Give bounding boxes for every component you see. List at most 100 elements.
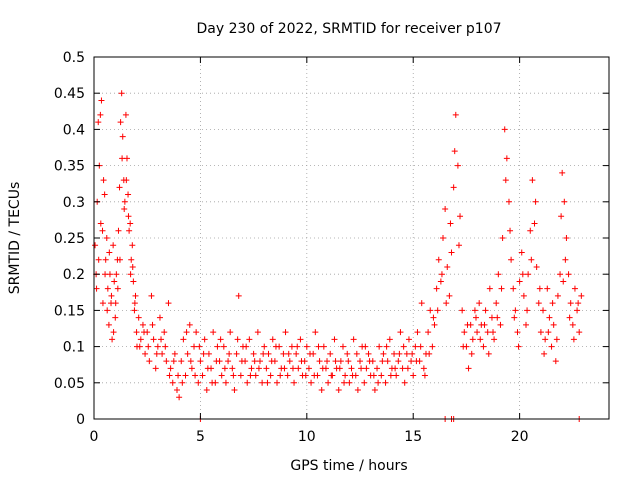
data-point	[350, 336, 357, 343]
ticks-layer: 0 0.05 0.1 0.15 0.2 0.25 0.3 0.35 0.4 0.45 0.5 0 5 10…	[54, 50, 609, 445]
data-point	[218, 372, 225, 379]
data-point	[281, 365, 288, 372]
data-point	[337, 358, 344, 365]
data-point	[125, 191, 132, 198]
data-point	[472, 314, 479, 321]
data-point	[186, 321, 193, 328]
data-point	[335, 387, 342, 394]
data-point	[570, 336, 577, 343]
data-point	[524, 307, 531, 314]
data-point	[114, 285, 121, 292]
data-point	[117, 119, 124, 126]
data-point	[316, 358, 323, 365]
data-point	[141, 329, 148, 336]
data-point	[205, 350, 212, 357]
data-point	[503, 155, 510, 162]
data-point	[426, 350, 433, 357]
data-point	[490, 329, 497, 336]
x-tick-label: 15	[404, 429, 422, 445]
data-point	[220, 343, 227, 350]
x-axis-label: GPS time / hours	[290, 458, 407, 474]
data-point	[548, 343, 555, 350]
data-point	[438, 271, 445, 278]
data-point	[363, 365, 370, 372]
data-point	[557, 271, 564, 278]
data-point	[243, 343, 250, 350]
data-point	[512, 307, 519, 314]
data-point	[142, 350, 149, 357]
data-point	[123, 177, 130, 184]
data-point	[229, 365, 236, 372]
data-point	[417, 343, 424, 350]
data-point	[131, 300, 138, 307]
data-point	[414, 329, 421, 336]
data-point	[170, 358, 177, 365]
data-point	[523, 321, 530, 328]
data-point	[399, 365, 406, 372]
data-point	[98, 97, 105, 104]
data-point	[95, 119, 102, 126]
data-point	[92, 242, 99, 249]
data-point	[454, 162, 461, 169]
data-point	[105, 321, 112, 328]
data-point	[265, 350, 272, 357]
data-point	[121, 198, 128, 205]
data-point	[277, 372, 284, 379]
data-point	[339, 343, 346, 350]
data-point	[544, 285, 551, 292]
data-point	[499, 235, 506, 241]
data-point	[192, 372, 199, 379]
data-point	[331, 336, 338, 343]
data-point	[554, 292, 561, 299]
data-point	[565, 271, 572, 278]
data-point	[545, 329, 552, 336]
data-point	[376, 343, 383, 350]
data-point	[460, 343, 467, 350]
data-point	[112, 300, 119, 307]
data-point	[571, 285, 578, 292]
data-point	[95, 256, 102, 263]
data-point	[505, 198, 512, 205]
data-point	[435, 256, 442, 263]
data-point	[529, 177, 536, 184]
data-point	[383, 343, 390, 350]
data-point	[191, 343, 198, 350]
data-point	[264, 379, 271, 386]
data-point	[563, 235, 570, 241]
data-point	[280, 350, 287, 357]
x-tick-label: 5	[196, 429, 205, 445]
data-point	[502, 177, 509, 184]
data-point	[413, 358, 420, 365]
y-tick-label: 0.5	[63, 50, 85, 66]
data-point	[295, 365, 302, 372]
data-point	[139, 321, 146, 328]
data-point	[214, 343, 221, 350]
data-point	[474, 329, 481, 336]
plot-frame	[93, 56, 610, 420]
data-point	[374, 365, 381, 372]
data-point	[193, 329, 200, 336]
data-point	[515, 343, 522, 350]
data-point	[318, 387, 325, 394]
data-point	[255, 365, 262, 372]
data-point	[362, 343, 369, 350]
data-point	[238, 358, 245, 365]
data-point	[508, 256, 515, 263]
data-point	[110, 329, 117, 336]
data-point	[559, 169, 566, 176]
data-point	[451, 148, 458, 155]
data-point	[525, 271, 532, 278]
data-point	[116, 256, 123, 263]
data-point	[261, 343, 268, 350]
data-point	[213, 358, 220, 365]
data-point	[102, 256, 109, 263]
data-point	[440, 235, 447, 241]
data-point	[393, 372, 400, 379]
data-point	[166, 372, 173, 379]
data-point	[161, 329, 168, 336]
data-point	[375, 379, 382, 386]
data-point	[380, 350, 387, 357]
data-point	[128, 256, 135, 263]
data-point	[349, 372, 356, 379]
